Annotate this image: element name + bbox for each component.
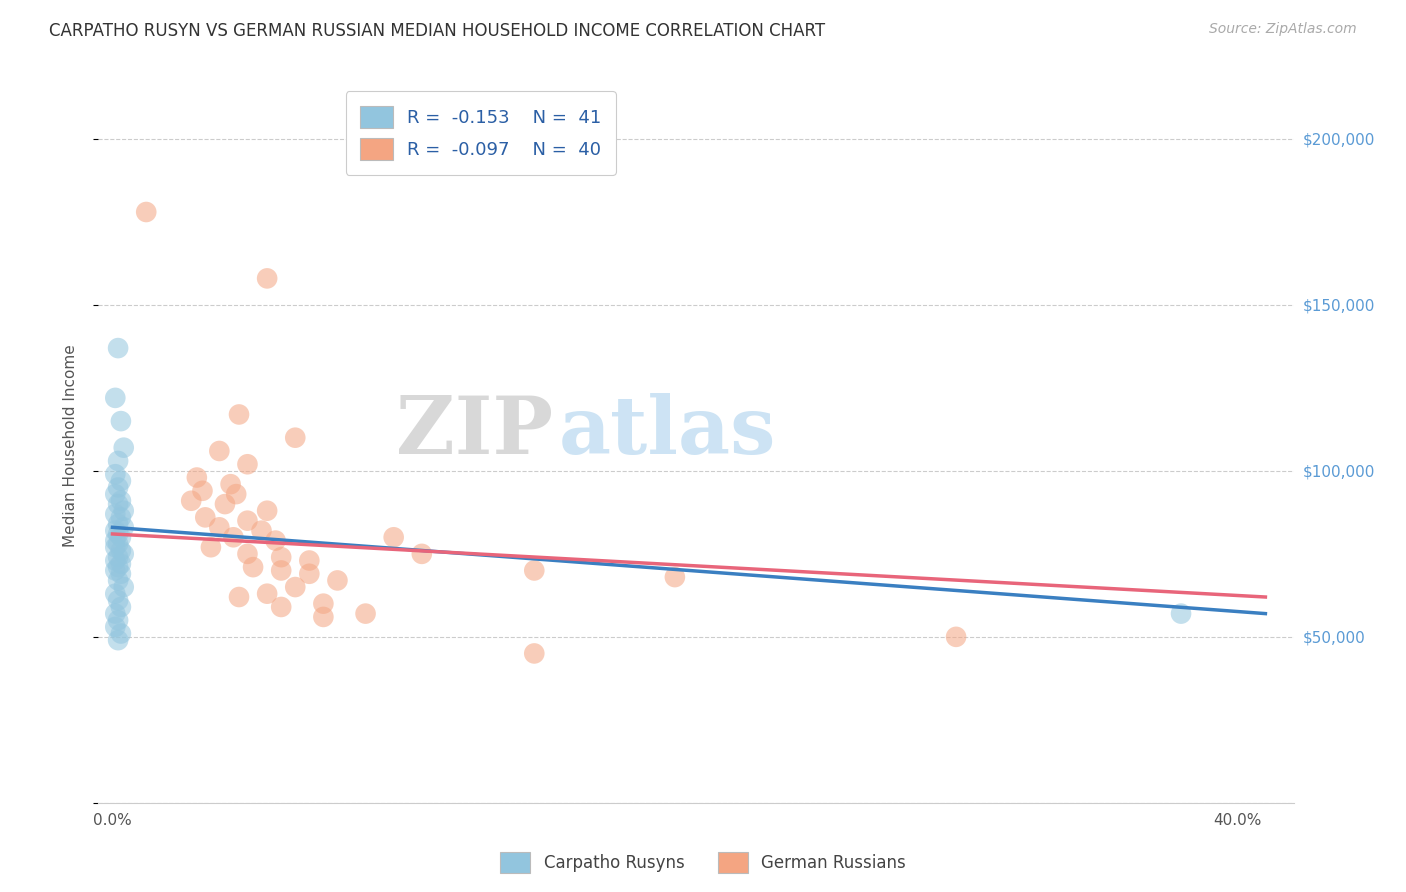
Point (104, 391, 127, 405)
Point (104, 540, 127, 554)
Point (236, 457, 259, 471)
Point (270, 564, 292, 578)
Point (236, 514, 259, 528)
Point (298, 566, 321, 581)
Point (112, 520, 135, 534)
Point (107, 481, 129, 495)
Point (284, 580, 307, 594)
Point (208, 444, 231, 458)
Point (664, 570, 686, 584)
Point (110, 566, 132, 581)
Point (200, 540, 222, 554)
Point (107, 537, 129, 551)
Point (135, 205, 157, 219)
Point (228, 408, 250, 422)
Point (110, 599, 132, 614)
Point (523, 564, 546, 578)
Point (110, 474, 132, 488)
Point (110, 557, 132, 571)
Point (236, 547, 259, 561)
Point (107, 574, 129, 588)
Point (194, 510, 217, 524)
Point (214, 497, 236, 511)
Point (104, 564, 127, 578)
Point (104, 553, 127, 567)
Point (107, 593, 129, 607)
Point (219, 477, 242, 491)
Point (312, 597, 335, 611)
Point (107, 633, 129, 648)
Point (110, 530, 132, 544)
Point (284, 431, 307, 445)
Text: atlas: atlas (558, 392, 776, 471)
Point (242, 560, 264, 574)
Point (104, 533, 127, 548)
Point (225, 487, 247, 501)
Point (264, 533, 287, 548)
Point (104, 524, 127, 538)
Point (104, 507, 127, 521)
Y-axis label: Median Household Income: Median Household Income (63, 344, 77, 548)
Point (104, 607, 127, 621)
Point (107, 497, 129, 511)
Text: ZIP: ZIP (395, 392, 553, 471)
Point (107, 527, 129, 541)
Point (228, 590, 250, 604)
Point (191, 483, 214, 498)
Text: CARPATHO RUSYN VS GERMAN RUSSIAN MEDIAN HOUSEHOLD INCOME CORRELATION CHART: CARPATHO RUSYN VS GERMAN RUSSIAN MEDIAN … (49, 22, 825, 40)
Point (256, 271, 278, 285)
Point (250, 524, 273, 538)
Point (110, 626, 132, 640)
Point (523, 647, 546, 661)
Point (945, 630, 967, 644)
Point (186, 470, 208, 484)
Point (107, 550, 129, 565)
Point (411, 547, 433, 561)
Text: Source: ZipAtlas.com: Source: ZipAtlas.com (1209, 22, 1357, 37)
Point (112, 441, 135, 455)
Point (104, 467, 127, 482)
Point (256, 504, 278, 518)
Point (354, 607, 377, 621)
Point (110, 510, 132, 524)
Point (107, 516, 129, 531)
Point (110, 493, 132, 508)
Point (180, 493, 202, 508)
Point (110, 414, 132, 428)
Point (104, 587, 127, 601)
Point (222, 530, 245, 544)
Point (1170, 607, 1192, 621)
Point (312, 610, 335, 624)
Legend: Carpatho Rusyns, German Russians: Carpatho Rusyns, German Russians (494, 846, 912, 880)
Point (256, 587, 278, 601)
Point (112, 580, 135, 594)
Point (112, 504, 135, 518)
Point (298, 553, 321, 567)
Point (107, 341, 129, 355)
Point (107, 560, 129, 574)
Point (104, 487, 127, 501)
Point (107, 613, 129, 627)
Point (104, 620, 127, 634)
Point (112, 547, 135, 561)
Point (326, 574, 349, 588)
Point (270, 550, 292, 565)
Point (382, 530, 405, 544)
Legend: R =  -0.153    N =  41, R =  -0.097    N =  40: R = -0.153 N = 41, R = -0.097 N = 40 (346, 91, 616, 175)
Point (110, 543, 132, 558)
Point (208, 520, 231, 534)
Point (270, 599, 292, 614)
Point (107, 454, 129, 468)
